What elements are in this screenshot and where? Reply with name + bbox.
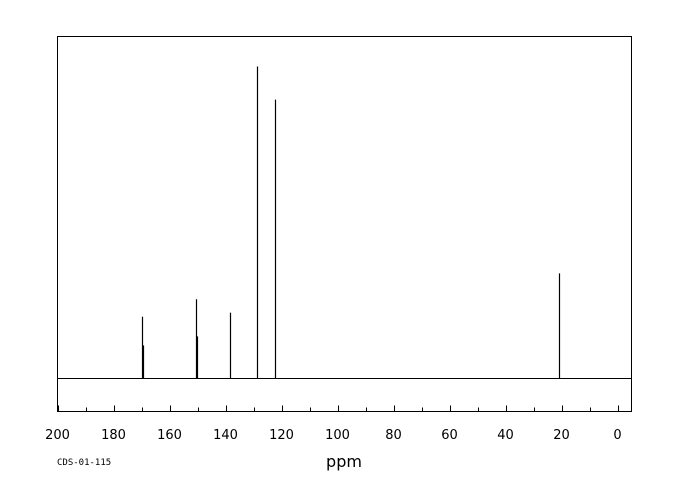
tick-label-180: 180 (101, 428, 126, 443)
tick-label-200: 200 (45, 428, 70, 443)
tick-label-160: 160 (157, 428, 182, 443)
spectrum-id-label: CDS-01-115 (57, 458, 111, 468)
x-axis-tick-labels: 200 180 160 140 120 100 80 60 40 20 0 (45, 428, 622, 443)
tick-label-20: 20 (553, 428, 570, 443)
tick-label-100: 100 (325, 428, 350, 443)
tick-label-40: 40 (497, 428, 514, 443)
tick-label-80: 80 (385, 428, 402, 443)
tick-label-140: 140 (213, 428, 238, 443)
tick-label-120: 120 (269, 428, 294, 443)
tick-label-0: 0 (613, 428, 621, 443)
x-axis-ticks (58, 405, 619, 412)
tick-label-60: 60 (441, 428, 458, 443)
plot-frame (57, 36, 632, 412)
x-axis-label: ppm (326, 452, 362, 471)
peaks-group (141, 66, 561, 379)
